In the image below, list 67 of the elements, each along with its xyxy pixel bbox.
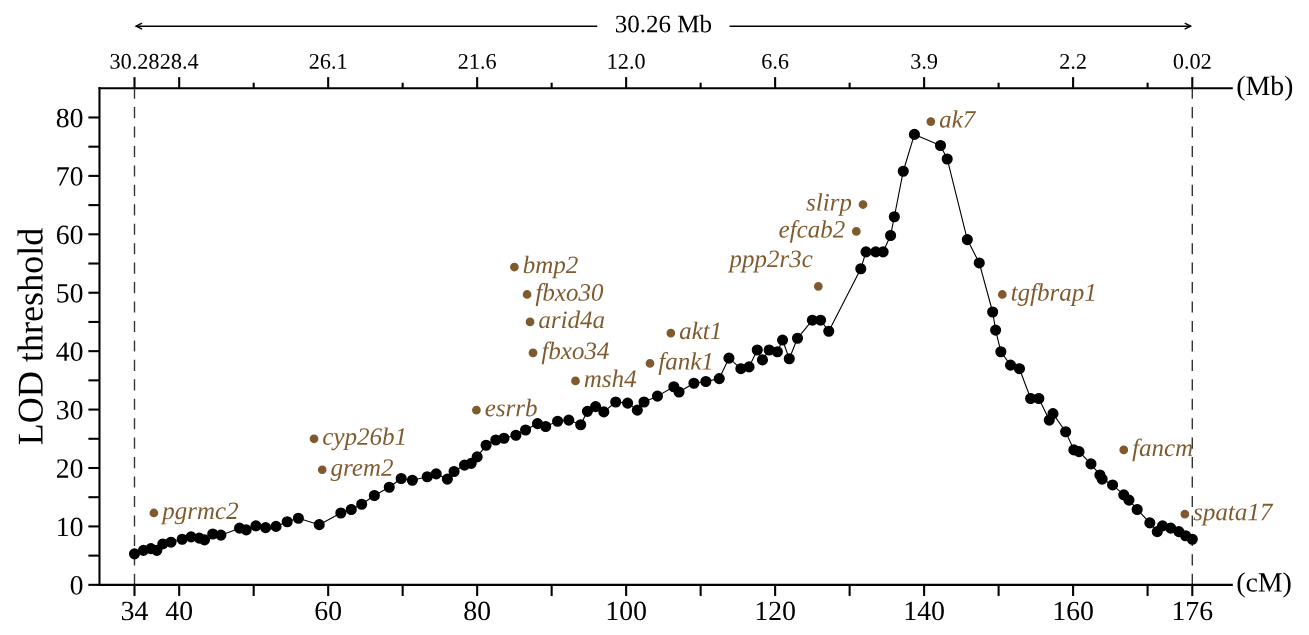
text: 12.0 [608, 53, 645, 69]
x-tick-label: 60 [315, 601, 342, 621]
annotation: esrrb [485, 398, 537, 417]
annotation: akt1 [679, 321, 720, 340]
point [813, 281, 823, 291]
point [571, 376, 580, 386]
annotation: fank1 [658, 351, 712, 375]
x-tick-label: 80 [464, 601, 490, 621]
point [528, 348, 538, 358]
point [666, 328, 676, 338]
y-tick-label: 60 [56, 225, 83, 245]
x-tick-label: 176 [1173, 601, 1213, 621]
annotation: ak7 [939, 110, 977, 128]
point [510, 262, 519, 272]
y-tick-label: 40 [56, 342, 83, 362]
annotation: fbxo30 [535, 283, 604, 306]
x-tick-label: 40 [165, 601, 193, 621]
annotation: efcab2 [779, 219, 845, 243]
x-tick-label: 160 [1054, 601, 1093, 621]
y-tick-label: 10 [58, 517, 83, 537]
point [472, 405, 481, 415]
x-tick-label: 140 [905, 601, 944, 621]
point [997, 290, 1007, 299]
y-tick-label: 0 [70, 576, 83, 595]
annotation: spata17 [1193, 503, 1274, 526]
text: 28.4 [160, 53, 199, 69]
annotation: bmp2 [523, 255, 578, 279]
annotation: arid4a [539, 310, 605, 329]
annotation: pgrmc2 [160, 502, 239, 525]
x-tick-label: 100 [607, 601, 646, 621]
point [851, 227, 861, 236]
text: 21.6 [458, 53, 496, 69]
y-tick-label: 20 [56, 459, 83, 478]
annotation: msh4 [584, 369, 637, 388]
point [525, 317, 535, 327]
y-axis-title: LOD threshold [17, 228, 43, 445]
point [1180, 509, 1190, 519]
annotation: fbxo34 [541, 341, 609, 365]
x-tick-label: 34 [121, 601, 148, 621]
text: 30.28 [110, 53, 159, 69]
point [1119, 445, 1129, 455]
annotation: tgfbrap1 [1011, 283, 1095, 306]
annotation: cyp26b1 [323, 427, 405, 451]
point [645, 359, 655, 368]
x-tick-label: 120 [756, 601, 795, 621]
text: 3.9 [911, 53, 938, 69]
point [858, 200, 868, 209]
y-tick-label: 80 [56, 108, 83, 128]
annotation: grem2 [330, 459, 393, 482]
annotation: slirp [806, 193, 852, 216]
point [149, 508, 159, 518]
annotation: ppp2r3c [727, 250, 813, 273]
point [317, 465, 327, 475]
y-tick-label: 50 [57, 283, 83, 303]
y-tick-label: 70 [57, 167, 83, 186]
y-tick-label: 30 [57, 400, 83, 420]
x-axis-title: (cM) [1237, 572, 1291, 598]
text: 6.6 [762, 53, 789, 69]
point [309, 434, 319, 444]
text: 26.1 [309, 53, 347, 69]
annotation: fancm [1132, 438, 1193, 462]
x2-axis-title: (Mb) [1237, 75, 1293, 101]
point [522, 290, 532, 299]
text: 30.26 Mb [615, 14, 712, 33]
text: 2.2 [1060, 53, 1086, 69]
text: 0.02 [1173, 53, 1211, 69]
point [926, 117, 936, 126]
